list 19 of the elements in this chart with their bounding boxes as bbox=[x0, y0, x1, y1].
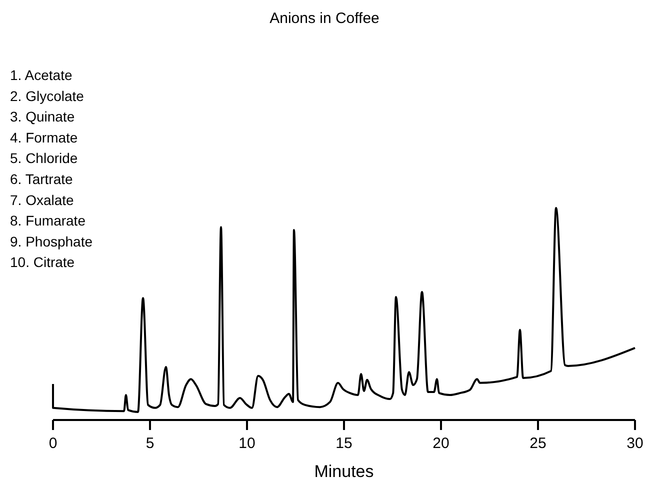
x-tick-label: 10 bbox=[238, 435, 256, 452]
x-axis-title: Minutes bbox=[314, 462, 374, 481]
annotation: 8. Fumarate bbox=[10, 212, 86, 229]
text: 4. Formate bbox=[10, 129, 78, 146]
x-tick-label: 0 bbox=[48, 435, 58, 452]
x-tick-label: 30 bbox=[626, 435, 644, 452]
text: 6. Tartrate bbox=[10, 171, 73, 187]
text: 2. Glycolate bbox=[10, 88, 84, 104]
text: 1. Acetate bbox=[10, 67, 72, 83]
annotation: 9. Phosphate bbox=[10, 233, 93, 250]
x-tick-label: 25 bbox=[530, 435, 546, 452]
annotation: 10. Citrate bbox=[10, 254, 75, 270]
x-tick-label: 15 bbox=[336, 435, 352, 452]
chart-title: Anions in Coffee bbox=[270, 10, 380, 27]
x-tick-label: 20 bbox=[432, 435, 450, 452]
x-tick-label: 5 bbox=[146, 435, 154, 452]
text: 5. Chloride bbox=[10, 150, 78, 166]
text: 3. Quinate bbox=[10, 108, 75, 125]
text: 7. Oxalate bbox=[10, 192, 74, 208]
